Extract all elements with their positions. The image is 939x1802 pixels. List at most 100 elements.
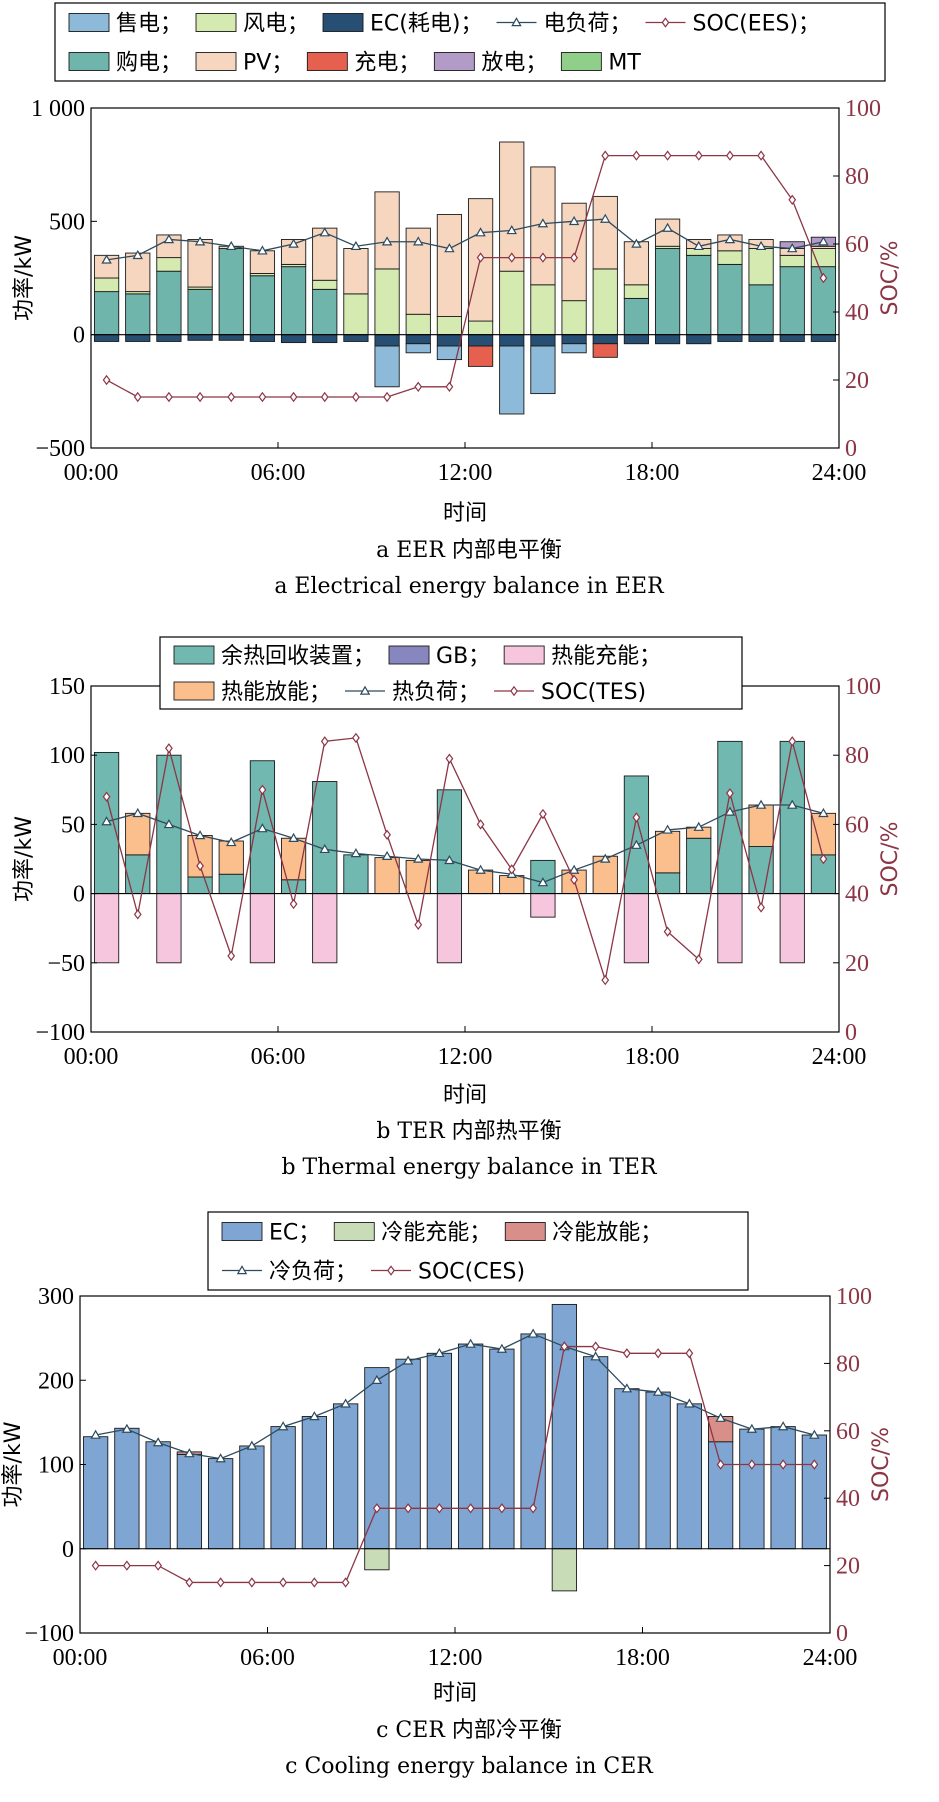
point-soc: [352, 391, 360, 403]
bar-ec: [779, 334, 805, 342]
legend-label-pv: PV；: [243, 51, 293, 76]
bar-buy: [125, 293, 151, 336]
y2-tick-label: 60: [845, 232, 869, 258]
point-load: [568, 864, 580, 874]
point-load: [787, 799, 798, 809]
point-soc: [694, 954, 703, 965]
point-load: [631, 839, 642, 849]
point-load: [350, 848, 362, 858]
point-load: [319, 843, 330, 854]
legend-marker-load: [359, 685, 371, 695]
y-tick-label: 50: [61, 812, 85, 838]
point-soc: [757, 150, 765, 161]
point-load: [444, 243, 455, 253]
y2-tick-label: 80: [845, 164, 869, 190]
legend-label-soc: SOC(EES)；: [692, 12, 820, 37]
bar-tcharge: [436, 893, 463, 964]
bar-tdischarge: [499, 875, 525, 895]
point-soc: [133, 909, 142, 920]
point-load: [371, 1374, 383, 1385]
bar-buy: [156, 270, 182, 336]
y-axis-label: 功率/kW: [12, 235, 37, 321]
point-load: [568, 215, 580, 226]
bar-ec: [301, 1416, 328, 1550]
series-load: [90, 1328, 820, 1463]
point-load: [194, 830, 206, 840]
x-tick-label: 24:00: [812, 1044, 867, 1070]
bar-wind: [592, 268, 618, 336]
bar-ec: [457, 1343, 484, 1550]
point-load: [257, 823, 268, 833]
bar-tcharge: [530, 893, 556, 918]
bar-buy: [686, 254, 712, 336]
bar-whr: [748, 846, 774, 895]
point-load: [101, 816, 112, 826]
bar-ec: [717, 334, 743, 342]
point-load: [163, 234, 175, 244]
y2-axis-label: SOC/%: [869, 1427, 894, 1502]
point-soc: [507, 252, 516, 263]
y2-axis-label: SOC/%: [878, 241, 903, 316]
bar-ec: [249, 334, 276, 342]
legend-box: [159, 636, 743, 710]
legend-swatch-wind: [195, 13, 237, 32]
point-load: [152, 1437, 164, 1447]
x-tick-label: 12:00: [438, 460, 493, 486]
bar-ccharge: [364, 1548, 390, 1571]
caption-en: b Thermal energy balance in TER: [281, 1155, 657, 1180]
bar-ec: [436, 334, 463, 347]
y2-tick-label: 80: [836, 1351, 860, 1377]
point-soc: [258, 391, 267, 403]
y-axis-label: 功率/kW: [12, 816, 37, 902]
point-soc: [279, 1577, 288, 1588]
y2-tick-label: 0: [836, 1621, 848, 1647]
bar-ec: [810, 334, 837, 342]
bar-ec: [187, 334, 213, 341]
point-load: [90, 1429, 101, 1439]
bar-buy: [312, 288, 338, 336]
point-soc: [810, 1459, 819, 1470]
y2-tick-label: 20: [836, 1554, 860, 1580]
legend-label-whr: 余热回收装置；: [221, 644, 375, 669]
bar-sell: [499, 345, 525, 415]
legend-swatch-discharge: [433, 52, 475, 71]
y2-tick-label: 60: [845, 812, 869, 838]
point-load: [434, 1347, 445, 1358]
point-soc: [570, 252, 578, 263]
bar-sell: [530, 345, 556, 395]
bar-buy: [93, 291, 120, 336]
x-tick-label: 12:00: [428, 1645, 483, 1671]
line-load: [95, 1333, 815, 1460]
point-load: [226, 836, 237, 847]
point-soc: [654, 1348, 663, 1359]
legend-marker-soc: [387, 1265, 395, 1276]
point-load: [309, 1411, 320, 1421]
point-soc: [476, 252, 485, 263]
y2-tick-label: 40: [845, 882, 869, 908]
bar-buy: [748, 284, 774, 336]
point-load: [381, 236, 393, 246]
point-soc: [685, 1348, 694, 1359]
legend-marker-load: [236, 1265, 248, 1275]
bar-sell: [561, 343, 587, 354]
point-load: [787, 243, 798, 253]
legend-swatch-buy: [68, 52, 110, 71]
point-load: [132, 807, 143, 818]
point-soc: [414, 381, 423, 393]
bar-ec: [82, 1436, 109, 1550]
point-load: [319, 227, 330, 237]
bar-ec: [686, 334, 712, 345]
y2-tick-label: 20: [845, 951, 869, 977]
bar-ec: [561, 334, 587, 345]
bar-pv: [623, 241, 650, 286]
point-soc: [622, 1348, 631, 1359]
point-load: [246, 1440, 258, 1450]
bar-tdischarge: [374, 857, 400, 895]
y-axis-label: 功率/kW: [1, 1421, 26, 1507]
y2-tick-label: 40: [845, 300, 869, 326]
bar-wind: [467, 320, 494, 336]
bar-tcharge: [156, 893, 182, 964]
bar-wind: [499, 270, 525, 336]
point-load: [631, 238, 642, 248]
y2-tick-label: 100: [836, 1284, 872, 1310]
